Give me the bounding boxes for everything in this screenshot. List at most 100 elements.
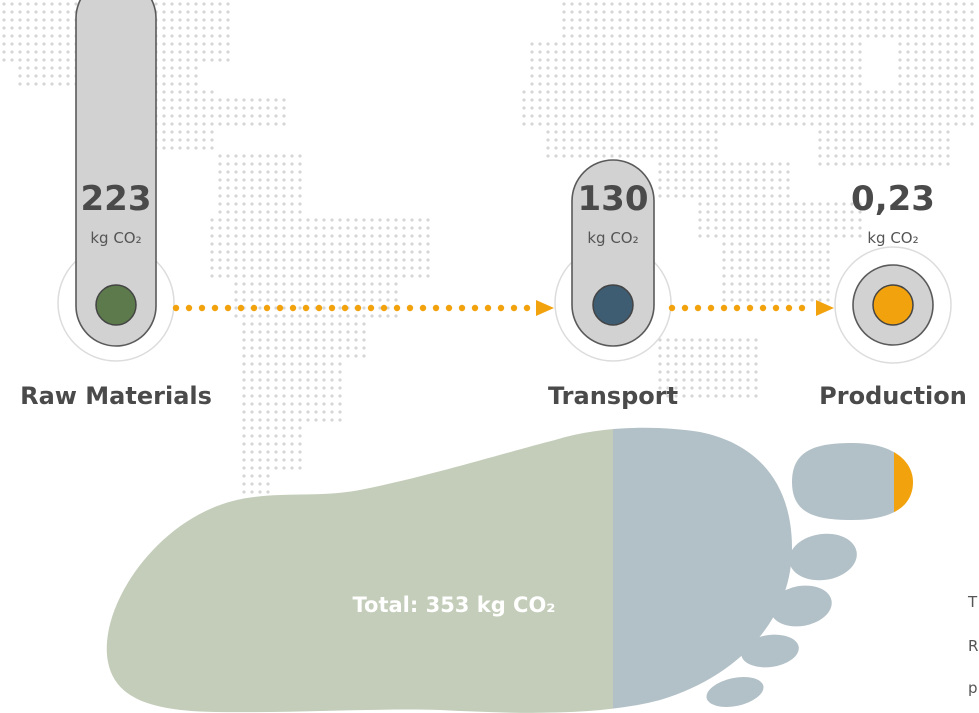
map-dot xyxy=(298,466,302,470)
map-dot xyxy=(570,130,574,134)
footprint-transport-share xyxy=(613,427,793,713)
map-dot xyxy=(610,138,614,142)
map-dot xyxy=(58,50,62,54)
map-dot xyxy=(930,122,934,126)
map-dot xyxy=(762,74,766,78)
map-dot xyxy=(722,290,726,294)
map-dot xyxy=(778,98,782,102)
map-dot xyxy=(906,98,910,102)
arrow-dot xyxy=(432,304,440,312)
map-dot xyxy=(634,18,638,22)
map-dot xyxy=(650,106,654,110)
map-dot xyxy=(922,162,926,166)
map-dot xyxy=(314,322,318,326)
map-dot xyxy=(890,106,894,110)
map-dot xyxy=(258,426,262,430)
map-dot xyxy=(530,66,534,70)
map-dot xyxy=(818,202,822,206)
map-dot xyxy=(250,106,254,110)
map-dot xyxy=(66,58,70,62)
map-dot xyxy=(386,266,390,270)
map-dot xyxy=(778,66,782,70)
map-dot xyxy=(778,34,782,38)
map-dot xyxy=(346,250,350,254)
map-dot xyxy=(866,26,870,30)
map-dot xyxy=(922,146,926,150)
map-dot xyxy=(594,154,598,158)
map-dot xyxy=(530,106,534,110)
map-dot xyxy=(754,74,758,78)
map-dot xyxy=(770,18,774,22)
map-dot xyxy=(890,154,894,158)
transport-value: 130 xyxy=(578,179,649,219)
map-dot xyxy=(306,314,310,318)
footprint-raw-share xyxy=(106,427,613,713)
map-dot xyxy=(290,402,294,406)
map-dot xyxy=(746,122,750,126)
map-dot xyxy=(794,210,798,214)
map-dot xyxy=(242,162,246,166)
map-dot xyxy=(298,354,302,358)
map-dot xyxy=(874,34,878,38)
map-dot xyxy=(194,130,198,134)
map-dot xyxy=(858,66,862,70)
map-dot xyxy=(330,218,334,222)
map-dot xyxy=(690,362,694,366)
map-dot xyxy=(178,98,182,102)
map-dot xyxy=(218,202,222,206)
map-dot xyxy=(578,42,582,46)
map-dot xyxy=(634,34,638,38)
map-dot xyxy=(802,290,806,294)
map-dot xyxy=(794,98,798,102)
map-dot xyxy=(226,34,230,38)
map-dot xyxy=(938,42,942,46)
map-dot xyxy=(162,74,166,78)
map-dot xyxy=(634,74,638,78)
map-dot xyxy=(330,362,334,366)
map-dot xyxy=(274,162,278,166)
map-dot xyxy=(386,226,390,230)
map-dot xyxy=(738,34,742,38)
map-dot xyxy=(234,114,238,118)
map-dot xyxy=(386,306,390,310)
map-dot xyxy=(402,258,406,262)
map-dot xyxy=(242,378,246,382)
map-dot xyxy=(762,298,766,302)
map-dot xyxy=(186,42,190,46)
map-dot xyxy=(298,314,302,318)
map-dot xyxy=(378,242,382,246)
map-dot xyxy=(674,362,678,366)
map-dot xyxy=(282,466,286,470)
map-dot xyxy=(578,98,582,102)
map-dot xyxy=(570,42,574,46)
map-dot xyxy=(546,98,550,102)
map-dot xyxy=(586,74,590,78)
map-dot xyxy=(786,58,790,62)
map-dot xyxy=(714,34,718,38)
map-dot xyxy=(922,82,926,86)
map-dot xyxy=(258,386,262,390)
map-dot xyxy=(850,202,854,206)
map-dot xyxy=(770,242,774,246)
map-dot xyxy=(242,298,246,302)
map-dot xyxy=(330,290,334,294)
arrow-dot xyxy=(458,304,466,312)
map-dot xyxy=(730,218,734,222)
map-dot xyxy=(218,18,222,22)
map-dot xyxy=(706,106,710,110)
map-dot xyxy=(562,2,566,6)
map-dot xyxy=(258,314,262,318)
map-dot xyxy=(18,74,22,78)
arrow-dot xyxy=(276,304,284,312)
map-dot xyxy=(810,98,814,102)
map-dot xyxy=(602,58,606,62)
map-dot xyxy=(258,322,262,326)
map-dot xyxy=(698,346,702,350)
map-dot xyxy=(850,58,854,62)
map-dot xyxy=(210,138,214,142)
map-dot xyxy=(274,426,278,430)
map-dot xyxy=(786,258,790,262)
map-dot xyxy=(882,26,886,30)
footprint-toe xyxy=(706,677,764,707)
map-dot xyxy=(226,114,230,118)
